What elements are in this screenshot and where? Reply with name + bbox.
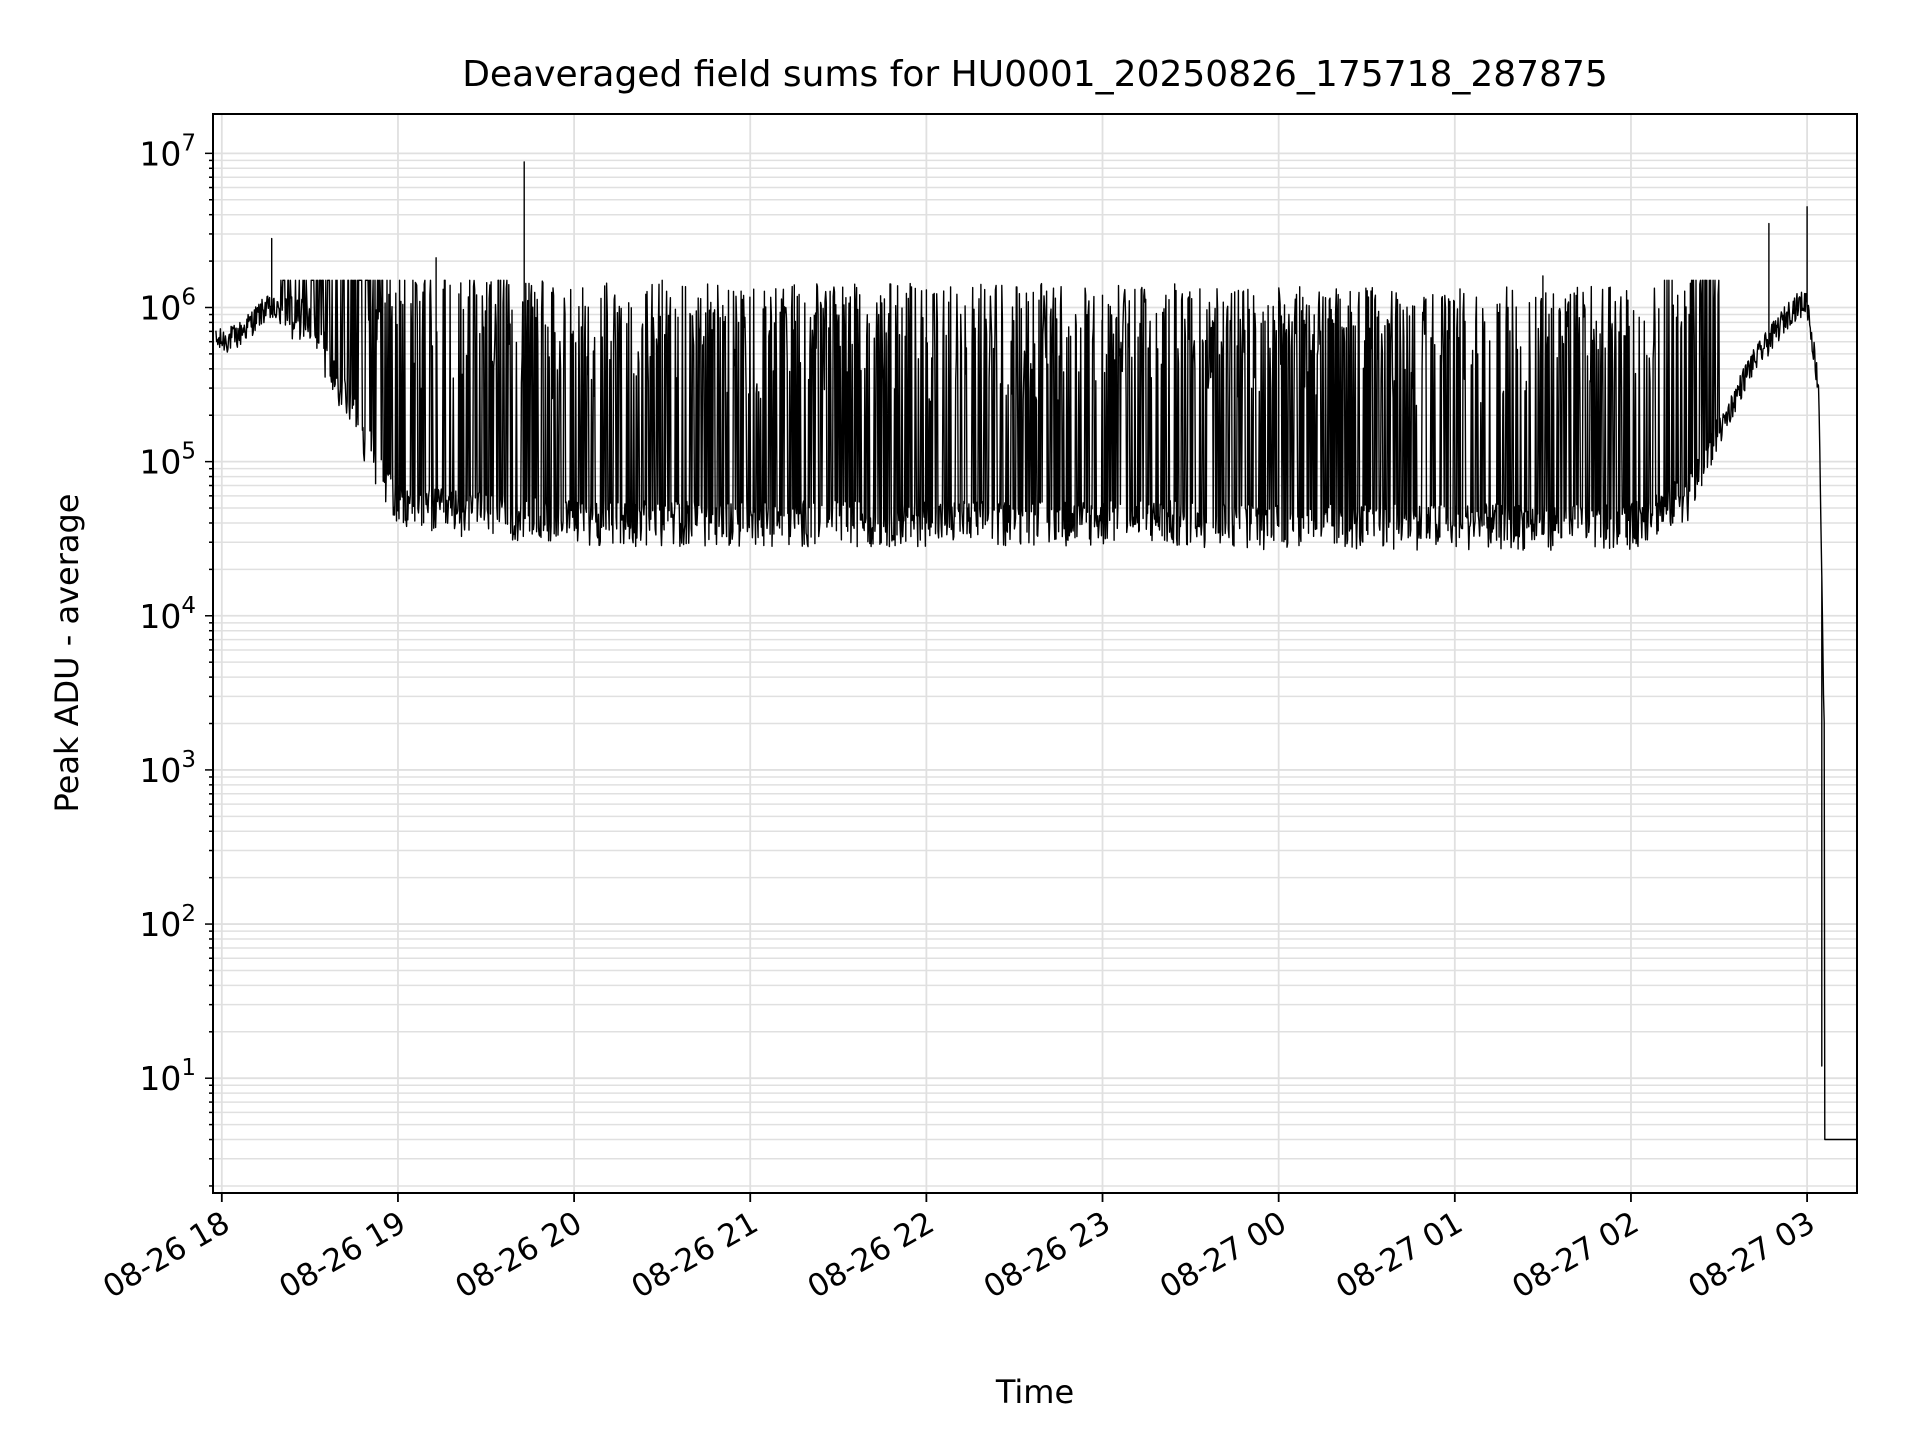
- chart-title: Deaveraged field sums for HU0001_2025082…: [462, 54, 1608, 95]
- y-tick-label: 106: [139, 284, 196, 327]
- series-line: [215, 161, 1858, 1141]
- y-tick-label: 104: [139, 593, 196, 636]
- x-axis-label: Time: [995, 1373, 1074, 1411]
- y-tick-label: 102: [139, 901, 196, 944]
- y-tick-label: 103: [139, 747, 196, 790]
- y-tick-label: 107: [139, 130, 196, 173]
- y-axis-label: Peak ADU - average: [48, 494, 86, 813]
- y-tick-label: 105: [139, 439, 196, 482]
- y-tick-label: 101: [139, 1055, 196, 1098]
- grid: [213, 114, 1857, 1193]
- y-axis: 101 102 103 104 105 106 107: [139, 130, 213, 1187]
- plot-frame: [212, 113, 1858, 1194]
